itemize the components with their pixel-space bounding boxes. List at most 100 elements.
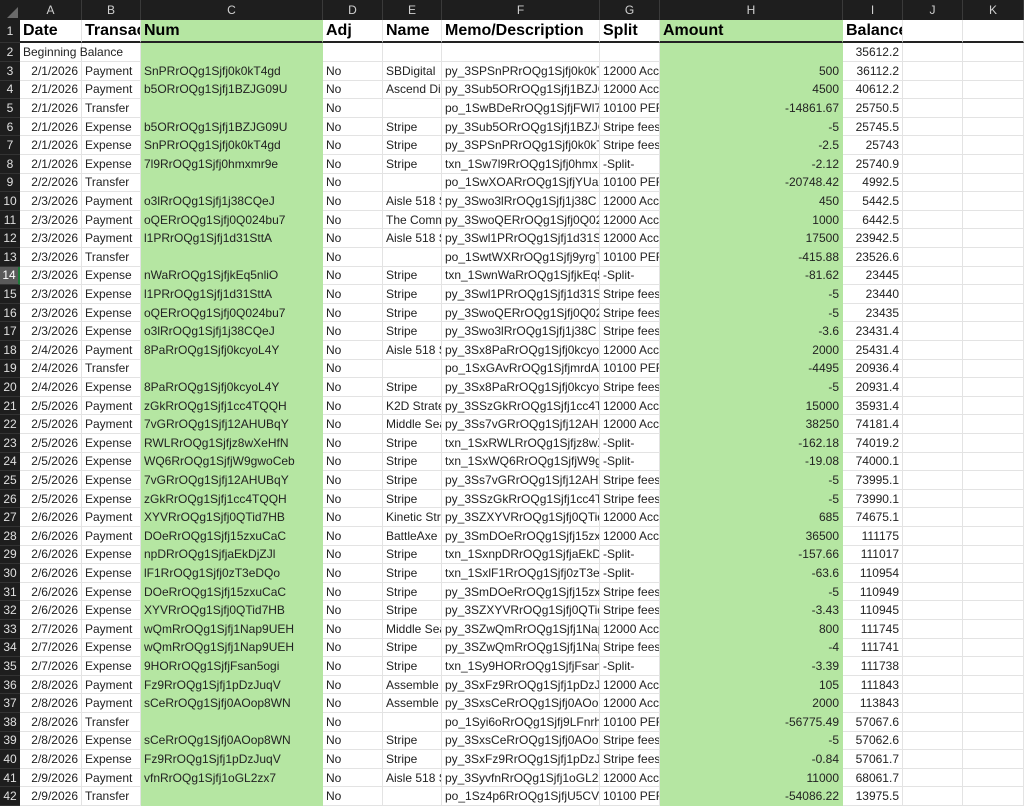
row-header-6[interactable]: 6 [0,117,20,137]
row-header-24[interactable]: 24 [0,452,20,472]
row-header-42[interactable]: 42 [0,787,20,806]
cell-name[interactable]: Ascend Dig [383,80,442,100]
row-header-22[interactable]: 22 [0,415,20,434]
cell-k[interactable] [963,564,1024,583]
cell-split[interactable]: Stripe fees [600,117,660,137]
cell-split[interactable]: -Split- [600,434,660,453]
cell-amount[interactable]: 105 [660,675,843,695]
cell-date[interactable]: 2/1/2026 [20,136,82,155]
cell-transaction[interactable]: Payment [82,694,141,713]
cell-transaction[interactable]: Transfer [82,248,141,267]
cell-name[interactable]: Assemble [383,675,442,695]
cell-j[interactable] [903,99,963,118]
cell-k[interactable] [963,80,1024,100]
cell-memo[interactable]: py_3SwoQERrOQg1Sjfj0Q02 [442,303,600,323]
cell-adj[interactable]: No [323,471,383,490]
cell-memo[interactable]: txn_1Sy9HORrOQg1SjfjFsan [442,657,600,676]
cell-k[interactable] [963,229,1024,248]
cell-amount[interactable]: -14861.67 [660,99,843,118]
cell-k[interactable] [963,768,1024,788]
cell-amount[interactable]: 38250 [660,415,843,434]
cell-num[interactable]: b5ORrOQg1Sjfj1BZJG09U [141,117,323,137]
cell-adj[interactable]: No [323,62,383,81]
cell-adj[interactable]: No [323,508,383,527]
cell-num[interactable] [141,359,323,379]
cell-balance[interactable]: 23431.4 [843,322,903,341]
cell-name[interactable]: Stripe [383,601,442,620]
cell-k[interactable] [963,248,1024,267]
cell-adj[interactable]: No [323,452,383,472]
cell-split[interactable]: 12000 Acc [600,229,660,248]
cell-transaction[interactable]: Payment [82,192,141,211]
cell-date[interactable]: 2/3/2026 [20,303,82,323]
cell-amount[interactable]: -20748.42 [660,173,843,193]
cell-num[interactable]: l1PRrOQg1Sjfj1d31SttA [141,229,323,248]
cell-memo[interactable]: py_3Sx8PaRrOQg1Sjfj0kcyoL [442,341,600,360]
column-header-A[interactable]: A [20,0,82,20]
cell-j[interactable] [903,471,963,490]
cell-adj[interactable]: No [323,582,383,602]
cell-split[interactable]: 12000 Acc [600,620,660,639]
cell-amount[interactable]: -5 [660,582,843,602]
row-header-35[interactable]: 35 [0,657,20,676]
cell-memo[interactable]: txn_1SwnWaRrOQg1SjfjkEq5 [442,266,600,286]
cell-k[interactable] [963,285,1024,304]
cell-transaction[interactable]: Expense [82,731,141,751]
cell-memo[interactable]: py_3Sx8PaRrOQg1Sjfj0kcyoL [442,378,600,397]
cell-transaction[interactable]: Payment [82,62,141,81]
cell-split[interactable]: 12000 Acc [600,62,660,81]
cell-adj[interactable]: No [323,229,383,248]
cell-transaction[interactable]: Payment [82,210,141,230]
cell-k[interactable] [963,508,1024,527]
cell-j[interactable] [903,248,963,267]
row-header-4[interactable]: 4 [0,80,20,100]
cell-j[interactable] [903,545,963,565]
cell-num[interactable]: l1PRrOQg1Sjfj1d31SttA [141,285,323,304]
cell-date[interactable]: 2/3/2026 [20,285,82,304]
cell-balance[interactable]: 23445 [843,266,903,286]
row-header-30[interactable]: 30 [0,564,20,583]
row-header-12[interactable]: 12 [0,229,20,248]
cell-num[interactable] [141,248,323,267]
cell-split[interactable]: -Split- [600,155,660,174]
row-header-21[interactable]: 21 [0,396,20,416]
cell-k[interactable] [963,341,1024,360]
cell-split[interactable]: -Split- [600,545,660,565]
cell-k[interactable] [963,173,1024,193]
row-header-11[interactable]: 11 [0,210,20,230]
row-header-17[interactable]: 17 [0,322,20,341]
cell-adj[interactable]: No [323,322,383,341]
cell-j[interactable] [903,173,963,193]
cell-k[interactable] [963,322,1024,341]
cell-split[interactable]: Stripe fees [600,378,660,397]
cell-split[interactable]: 10100 PER [600,787,660,806]
cell-k[interactable] [963,601,1024,620]
cell-name[interactable]: Aisle 518 S [383,229,442,248]
cell-adj[interactable]: No [323,768,383,788]
cell-name[interactable]: Middle Sea [383,415,442,434]
cell-date[interactable]: 2/7/2026 [20,638,82,658]
cell-date[interactable]: 2/8/2026 [20,713,82,732]
cell-adj[interactable]: No [323,434,383,453]
cell-adj[interactable]: No [323,638,383,658]
cell-memo[interactable]: py_3SxFz9RrOQg1Sjfj1pDzJu [442,750,600,769]
cell-balance[interactable]: 111843 [843,675,903,695]
row-header-14[interactable]: 14 [0,266,20,286]
cell-split[interactable]: Stripe fees [600,750,660,769]
cell-j[interactable] [903,43,963,62]
cell-name[interactable]: Kinetic Str [383,508,442,527]
cell-adj[interactable]: No [323,787,383,806]
cell-transaction[interactable]: Payment [82,508,141,527]
cell-date[interactable]: 2/2/2026 [20,173,82,193]
cell-k[interactable] [963,303,1024,323]
column-header-H[interactable]: H [660,0,843,20]
cell-date[interactable]: 2/8/2026 [20,675,82,695]
cell-name[interactable]: Stripe [383,638,442,658]
cell-j[interactable] [903,527,963,546]
cell-date[interactable]: 2/8/2026 [20,694,82,713]
cell-memo[interactable]: py_3Ss7vGRrOQg1Sjfj12AHU [442,471,600,490]
cell-amount[interactable]: 1000 [660,210,843,230]
cell-transaction[interactable] [82,43,141,62]
cell-j[interactable] [903,434,963,453]
cell-k[interactable] [963,415,1024,434]
